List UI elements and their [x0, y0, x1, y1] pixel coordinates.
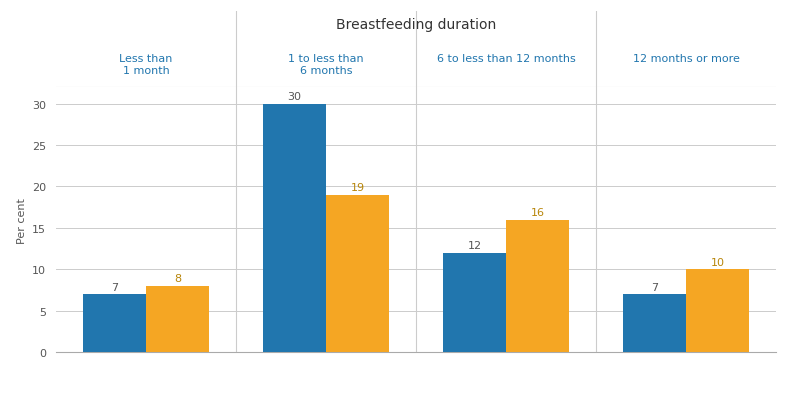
Bar [623, 294, 686, 352]
Text: 7: 7 [651, 282, 658, 292]
Text: 7: 7 [111, 282, 118, 292]
Legend: Indigenous children, Non-Indigenous children: Indigenous children, Non-Indigenous chil… [62, 402, 394, 405]
Text: 6 to less than 12 months: 6 to less than 12 months [437, 54, 575, 64]
Text: Less than
1 month: Less than 1 month [119, 54, 173, 76]
Text: 16: 16 [530, 208, 545, 217]
Text: 10: 10 [710, 257, 725, 267]
Bar [146, 286, 209, 352]
Bar [83, 294, 146, 352]
Bar [263, 104, 326, 352]
Bar [326, 195, 389, 352]
Text: 1 to less than
6 months: 1 to less than 6 months [288, 54, 364, 76]
Text: Breastfeeding duration: Breastfeeding duration [336, 18, 496, 32]
Text: 8: 8 [174, 274, 181, 284]
Text: 30: 30 [287, 92, 302, 102]
Text: 12: 12 [467, 241, 482, 251]
Text: 12 months or more: 12 months or more [633, 54, 739, 64]
Bar [506, 220, 569, 352]
Bar [686, 270, 749, 352]
Y-axis label: Per cent: Per cent [17, 197, 26, 243]
Bar [443, 253, 506, 352]
Text: 19: 19 [350, 183, 365, 193]
